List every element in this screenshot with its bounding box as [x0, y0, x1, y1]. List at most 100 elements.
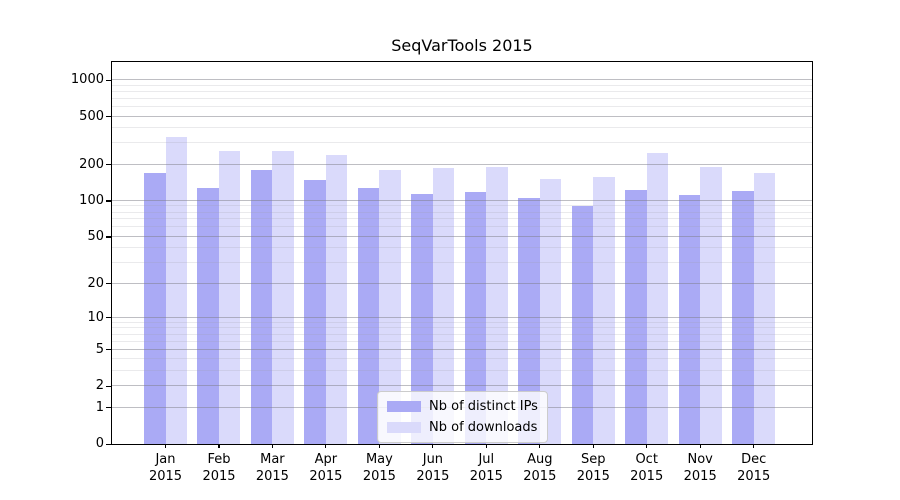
- bar-mar-ips: [250, 170, 273, 444]
- y-axis-tick-mark: [106, 116, 111, 118]
- minor-gridline: [112, 340, 812, 342]
- bar-jul-ips: [464, 191, 487, 444]
- y-axis-tick-label: 2: [95, 378, 104, 394]
- bar-jun-downloads: [432, 167, 455, 444]
- major-gridline: [112, 115, 812, 117]
- bar-jan-ips: [144, 172, 166, 444]
- x-axis-tick-label: Feb 2015: [202, 452, 236, 484]
- bar-jan-downloads: [165, 136, 187, 444]
- minor-gridline: [112, 211, 812, 213]
- x-axis-tick-mark: [753, 444, 755, 448]
- y-axis-tick-label: 500: [79, 108, 104, 124]
- bar-mar-downloads: [272, 151, 294, 444]
- x-axis-tick-label: Sep 2015: [576, 452, 610, 484]
- y-axis-tick-label: 0: [95, 436, 104, 451]
- x-axis-tick-mark: [218, 444, 220, 448]
- y-axis-tick-mark: [106, 164, 111, 166]
- x-axis-tick-mark: [539, 444, 541, 448]
- y-axis-tick-mark: [106, 349, 111, 351]
- legend-swatch-downloads-icon: [387, 421, 421, 433]
- legend-item-distinct-ips: Nb of distinct IPs: [387, 397, 538, 415]
- y-axis-tick-mark: [106, 283, 111, 285]
- bar-may-ips: [357, 188, 380, 444]
- major-gridline: [112, 348, 812, 350]
- legend: Nb of distinct IPs Nb of downloads: [377, 391, 548, 443]
- bar-sep-ips: [571, 206, 594, 444]
- x-axis-tick-mark: [432, 444, 434, 448]
- minor-gridline: [112, 333, 812, 335]
- minor-gridline: [112, 262, 812, 264]
- y-axis-tick-mark: [106, 236, 111, 238]
- y-axis-tick-mark: [106, 385, 111, 387]
- chart-title: SeqVarTools 2015: [391, 36, 533, 55]
- x-axis-tick-label: Apr 2015: [309, 452, 343, 484]
- x-axis-tick-mark: [646, 444, 648, 448]
- y-axis-tick-label: 5: [95, 341, 104, 357]
- y-axis-tick-label: 100: [79, 192, 104, 208]
- major-gridline: [112, 316, 812, 318]
- legend-item-downloads: Nb of downloads: [387, 418, 538, 436]
- x-axis-tick-mark: [592, 444, 594, 448]
- y-axis-tick-mark: [106, 407, 111, 409]
- bar-sep-downloads: [593, 177, 615, 444]
- bar-oct-downloads: [646, 152, 669, 444]
- legend-swatch-ips-icon: [387, 400, 421, 412]
- bar-jun-ips: [411, 194, 433, 444]
- legend-label-distinct-ips: Nb of distinct IPs: [429, 398, 538, 414]
- minor-gridline: [112, 247, 812, 249]
- x-axis-tick-label: Aug 2015: [523, 452, 557, 484]
- x-axis-tick-mark: [325, 444, 327, 448]
- minor-gridline: [112, 205, 812, 207]
- bar-feb-downloads: [218, 151, 241, 444]
- major-gridline: [112, 282, 812, 284]
- y-axis-tick-label: 1: [95, 399, 104, 415]
- x-axis-tick-label: Mar 2015: [255, 452, 289, 484]
- y-axis-tick-label: 10: [87, 309, 104, 325]
- bar-nov-ips: [678, 195, 701, 444]
- minor-gridline: [112, 370, 812, 371]
- major-gridline: [112, 235, 812, 237]
- minor-gridline: [112, 97, 812, 99]
- bar-dec-downloads: [753, 173, 776, 444]
- x-axis-tick-mark: [378, 444, 380, 448]
- minor-gridline: [112, 127, 812, 129]
- grid-layer: [112, 62, 812, 444]
- bar-may-downloads: [379, 170, 401, 444]
- minor-gridline: [112, 218, 812, 220]
- major-gridline: [112, 163, 812, 165]
- major-gridline: [112, 199, 812, 201]
- major-gridline: [112, 385, 812, 387]
- plot-area: Nb of distinct IPs Nb of downloads: [111, 61, 813, 445]
- x-axis-tick-label: Nov 2015: [683, 452, 717, 484]
- x-axis-tick-label: Dec 2015: [737, 452, 771, 484]
- minor-gridline: [112, 142, 812, 144]
- minor-gridline: [112, 327, 812, 329]
- x-axis-tick-label: Oct 2015: [630, 452, 664, 484]
- major-gridline: [112, 79, 812, 80]
- bar-feb-ips: [197, 188, 219, 444]
- x-axis-tick-mark: [164, 444, 167, 448]
- bar-aug-downloads: [539, 179, 562, 444]
- minor-gridline: [112, 358, 812, 360]
- y-axis-tick-mark: [106, 200, 111, 202]
- x-axis-tick-label: Jan 2015: [148, 452, 183, 484]
- y-axis-tick-label: 50: [87, 228, 104, 244]
- y-axis-tick-mark: [106, 443, 111, 445]
- minor-gridline: [112, 90, 812, 92]
- bars-layer: [112, 62, 812, 444]
- minor-gridline: [112, 321, 812, 323]
- y-axis-tick-mark: [106, 317, 111, 319]
- bar-aug-ips: [518, 197, 540, 444]
- y-axis-tick-mark: [106, 79, 111, 81]
- y-axis-tick-label: 20: [87, 275, 104, 291]
- x-axis-tick-mark: [271, 444, 273, 448]
- bar-apr-downloads: [325, 155, 348, 444]
- x-axis-tick-mark: [699, 444, 701, 448]
- minor-gridline: [112, 226, 812, 228]
- x-axis-tick-label: Jun 2015: [416, 452, 450, 484]
- x-axis-tick-label: May 2015: [362, 452, 396, 484]
- bar-apr-ips: [304, 180, 326, 444]
- x-axis-tick-mark: [485, 444, 487, 448]
- x-axis-tick-label: Jul 2015: [469, 452, 503, 484]
